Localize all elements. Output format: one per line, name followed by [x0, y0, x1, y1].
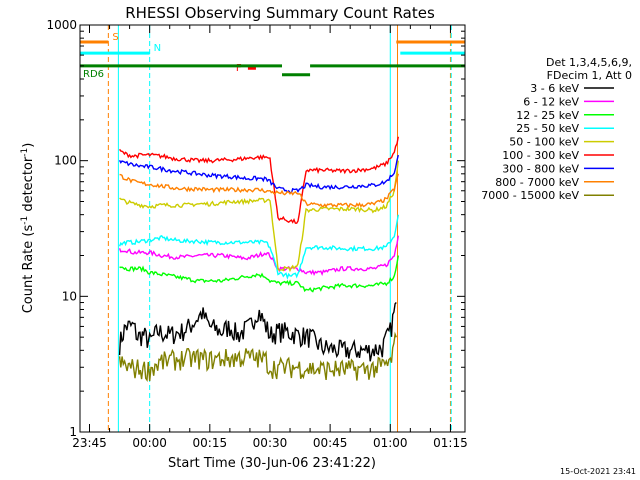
series-line-2	[118, 235, 399, 277]
flag-label: F	[236, 63, 242, 74]
x-tick-label: 00:30	[253, 436, 288, 450]
flag-label: RD6	[83, 69, 104, 80]
chart-title: RHESSI Observing Summary Count Rates	[125, 4, 435, 22]
svg-text:Count Rate (s-1 detector-1): Count Rate (s-1 detector-1)	[20, 143, 36, 314]
legend-entry-label: 800 - 7000 keV	[495, 176, 579, 189]
series-line-9	[118, 331, 397, 382]
series-line-3	[119, 255, 399, 293]
legend-entry-label: 6 - 12 keV	[523, 95, 579, 108]
x-tick-label: 23:45	[72, 436, 107, 450]
legend-entry-label: 50 - 100 keV	[509, 136, 579, 149]
plot-frame	[79, 24, 466, 433]
legend-header: FDecim 1, Att 0	[547, 69, 632, 82]
x-tick-label: 00:45	[313, 436, 348, 450]
y-tick-label: 10	[62, 289, 77, 303]
y-tick-label: 1000	[46, 18, 77, 32]
axes: 23:45 00:00 00:15 00:30 00:45 01:00 01:15 1 10 10…	[46, 18, 467, 450]
legend-entry-label: 12 - 25 keV	[516, 109, 579, 122]
legend-entry-label: 25 - 50 keV	[516, 122, 579, 135]
y-tick-label: 100	[54, 154, 77, 168]
footer-timestamp: 15-Oct-2021 23:41	[560, 467, 636, 476]
legend-entry-label: 7000 - 15000 keV	[481, 189, 579, 202]
flag-label: S	[112, 32, 118, 43]
series-line-6	[119, 136, 399, 224]
legend-entry-label: 3 - 6 keV	[530, 82, 579, 95]
legend-header: Det 1,3,4,5,6,9,	[546, 56, 632, 69]
flag-label: N	[154, 43, 161, 54]
x-axis-label: Start Time (30-Jun-06 23:41:22)	[168, 456, 376, 471]
x-tick-label: 00:00	[132, 436, 167, 450]
x-tick-label: 00:15	[193, 436, 228, 450]
legend-entry-label: 100 - 300 keV	[502, 149, 579, 162]
series-line-8	[119, 173, 399, 208]
series-line-5	[119, 160, 399, 273]
legend-entry-label: 300 - 800 keV	[502, 162, 579, 175]
series-line-1	[118, 302, 397, 362]
y-tick-label: 1	[69, 425, 77, 439]
y-axis-label: Count Rate (s-1 detector-1)	[20, 143, 36, 314]
legend: Det 1,3,4,5,6,9,FDecim 1, Att 03 - 6 keV…	[481, 56, 632, 202]
x-tick-label: 01:15	[433, 436, 468, 450]
series-line-7	[118, 154, 399, 194]
series-line-4	[118, 214, 399, 280]
x-tick-label: 01:00	[373, 436, 408, 450]
plot-area: S N F RD6	[80, 25, 465, 432]
